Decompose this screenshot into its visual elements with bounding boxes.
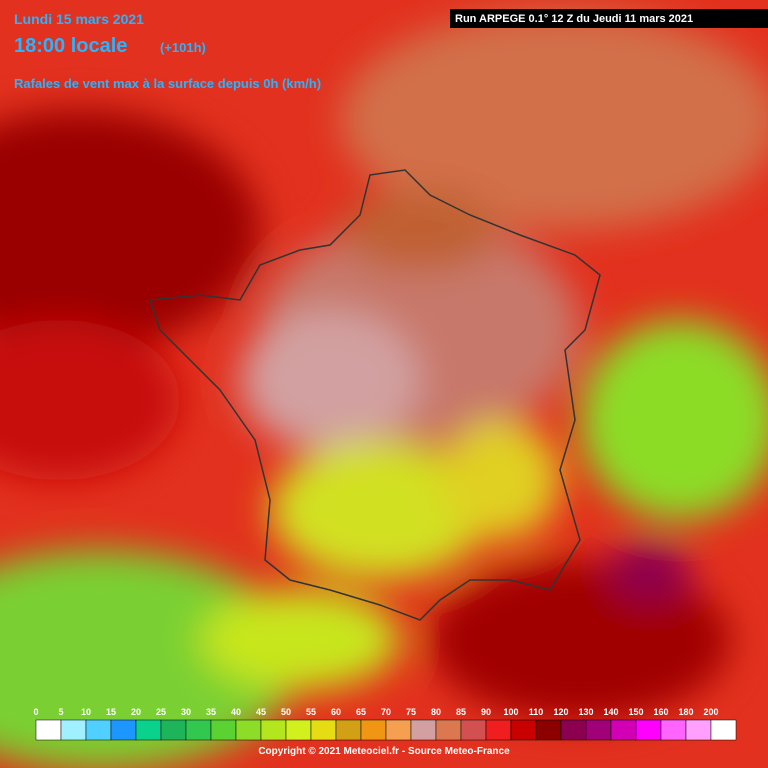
legend-box xyxy=(235,719,262,741)
legend-box xyxy=(285,719,312,741)
legend-box xyxy=(535,719,562,741)
legend-box xyxy=(135,719,162,741)
legend-label: 75 xyxy=(406,707,416,717)
legend-box xyxy=(85,719,112,741)
legend-label: 160 xyxy=(653,707,668,717)
legend-label: 180 xyxy=(678,707,693,717)
legend-box xyxy=(660,719,687,741)
legend-label: 45 xyxy=(256,707,266,717)
footer: Copyright © 2021 Meteociel.fr - Source M… xyxy=(258,746,510,757)
time: 18:00 locale xyxy=(14,35,127,57)
legend-box xyxy=(110,719,137,741)
legend-label: 70 xyxy=(381,707,391,717)
legend-box xyxy=(335,719,362,741)
legend-label: 10 xyxy=(81,707,91,717)
legend-box xyxy=(260,719,287,741)
legend-box xyxy=(610,719,637,741)
legend-box xyxy=(35,719,62,741)
legend-label: 25 xyxy=(156,707,166,717)
legend-box xyxy=(360,719,387,741)
legend-box xyxy=(60,719,87,741)
legend-label: 35 xyxy=(206,707,216,717)
legend-box xyxy=(685,719,712,741)
legend-label: 60 xyxy=(331,707,341,717)
legend-label: 150 xyxy=(628,707,643,717)
legend-box xyxy=(410,719,437,741)
legend-label: 40 xyxy=(231,707,241,717)
date: Lundi 15 mars 2021 xyxy=(14,11,144,27)
legend-label: 5 xyxy=(58,707,63,717)
legend-box xyxy=(185,719,212,741)
legend-label: 85 xyxy=(456,707,466,717)
legend-box xyxy=(635,719,662,741)
legend-box xyxy=(385,719,412,741)
france-border xyxy=(148,169,601,621)
legend-label: 110 xyxy=(529,707,544,717)
legend-label: 15 xyxy=(106,707,116,717)
legend-label: 90 xyxy=(481,707,491,717)
legend-label: 80 xyxy=(431,707,441,717)
legend-box xyxy=(160,719,187,741)
legend-box xyxy=(710,719,737,741)
legend-label: 65 xyxy=(356,707,366,717)
legend-label: 120 xyxy=(553,707,568,717)
legend-label: 130 xyxy=(578,707,593,717)
legend-box xyxy=(560,719,587,741)
legend-label: 200 xyxy=(703,707,718,717)
run-box xyxy=(450,9,768,28)
legend-box xyxy=(435,719,462,741)
legend-box xyxy=(310,719,337,741)
legend-label: 140 xyxy=(603,707,618,717)
field-name: Rafales de vent max à la surface depuis … xyxy=(14,76,321,91)
legend-label: 0 xyxy=(33,707,38,717)
legend-box xyxy=(510,719,537,741)
legend-box xyxy=(460,719,487,741)
legend-box xyxy=(485,719,512,741)
legend-label: 55 xyxy=(306,707,316,717)
legend-box xyxy=(210,719,237,741)
legend-box xyxy=(585,719,612,741)
run-label: Run ARPEGE 0.1° 12 Z du Jeudi 11 mars 20… xyxy=(455,13,693,25)
legend-label: 20 xyxy=(131,707,141,717)
legend-label: 30 xyxy=(181,707,191,717)
legend-label: 50 xyxy=(281,707,291,717)
wind-field xyxy=(0,10,768,768)
lead-time: (+101h) xyxy=(160,40,206,55)
legend-label: 100 xyxy=(503,707,518,717)
